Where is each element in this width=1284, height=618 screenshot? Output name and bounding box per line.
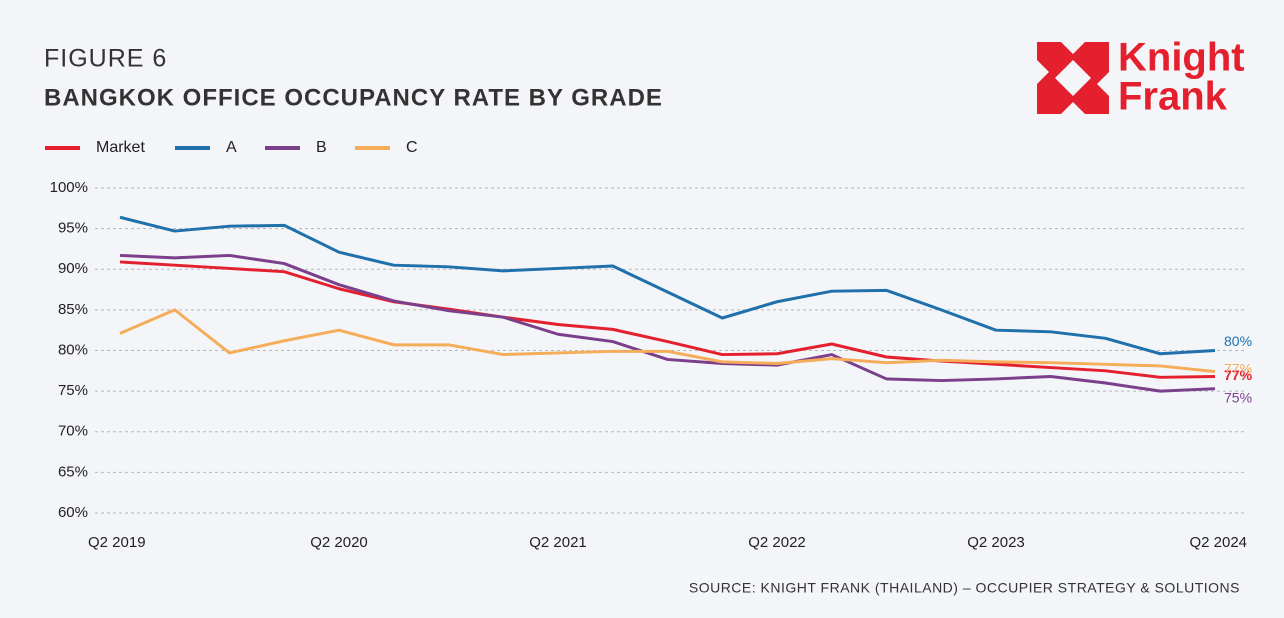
logo-notch xyxy=(1097,72,1109,96)
y-tick-label: 60% xyxy=(58,504,88,521)
value-label: 77% xyxy=(1224,367,1253,383)
x-tick-label: Q2 2024 xyxy=(1189,534,1247,551)
series-line xyxy=(119,253,1216,393)
logo-notch xyxy=(1061,102,1085,114)
x-tick-label: Q2 2021 xyxy=(529,534,587,551)
y-tick-label: 85% xyxy=(58,301,88,318)
logo-text: Knight xyxy=(1118,36,1245,80)
logo-text: Frank xyxy=(1118,75,1228,119)
chart-subtitle: BANGKOK OFFICE OCCUPANCY RATE BY GRADE xyxy=(44,84,663,111)
x-tick-label: Q2 2020 xyxy=(310,534,368,551)
y-tick-label: 70% xyxy=(58,423,88,440)
legend-label: A xyxy=(226,139,237,156)
value-label: 80% xyxy=(1224,333,1252,349)
legend-label: Market xyxy=(96,139,145,156)
legend-label: B xyxy=(316,139,327,156)
value-label: 75% xyxy=(1224,389,1252,405)
logo-notch xyxy=(1061,42,1085,54)
logo-notch xyxy=(1037,60,1049,84)
chart-title: FIGURE 6 xyxy=(44,45,167,73)
source-note: SOURCE: KNIGHT FRANK (THAILAND) – OCCUPI… xyxy=(689,580,1240,596)
value-label: 77% xyxy=(1224,360,1252,376)
x-tick-label: Q2 2019 xyxy=(88,534,146,551)
series-line xyxy=(119,308,1216,374)
x-tick-label: Q2 2023 xyxy=(967,534,1025,551)
logo-diamond xyxy=(1055,60,1091,96)
y-tick-label: 75% xyxy=(58,382,88,399)
x-tick-label: Q2 2022 xyxy=(748,534,806,551)
series-line xyxy=(119,215,1216,356)
y-tick-label: 80% xyxy=(58,341,88,358)
y-tick-label: 95% xyxy=(58,220,88,237)
y-tick-label: 65% xyxy=(58,463,88,480)
logo: Knight Frank xyxy=(1037,36,1245,119)
series-line xyxy=(119,260,1216,379)
y-tick-label: 90% xyxy=(58,260,88,277)
legend-label: C xyxy=(406,139,418,156)
y-tick-label: 100% xyxy=(50,179,88,196)
